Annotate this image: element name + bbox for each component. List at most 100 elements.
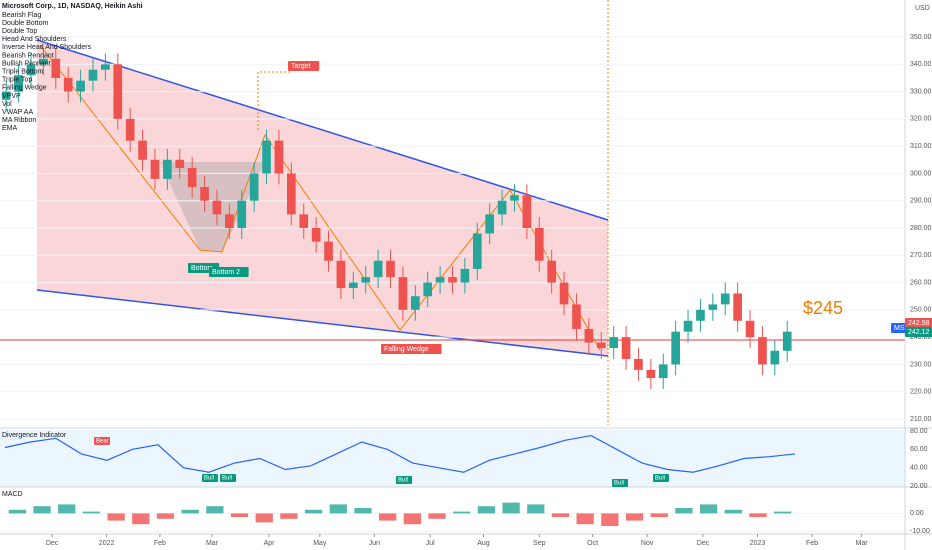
divergence-text: Bull [398, 478, 408, 484]
candle-body [708, 304, 718, 310]
legend-item: Head And Shoulders [2, 36, 67, 43]
candle-body [1, 91, 11, 100]
histogram-bar [304, 509, 323, 514]
candle-body [658, 364, 668, 379]
histogram-bar [82, 511, 101, 514]
histogram-bar [724, 509, 742, 514]
candle-body [683, 320, 693, 332]
candle-body [497, 200, 507, 215]
histogram-bar [403, 513, 421, 525]
panel-title: Divergence Indicator [2, 432, 67, 439]
y-tick-label: 270.00 [910, 252, 932, 259]
y-tick-label: 60.00 [910, 446, 928, 453]
price-tag [905, 327, 932, 337]
candle-body [634, 358, 643, 370]
y-tick-label: 220.00 [910, 389, 932, 396]
candle-body [559, 282, 569, 305]
histogram-bar [601, 513, 619, 526]
candle-body [596, 342, 606, 349]
histogram-bar [527, 504, 545, 514]
y-tick-label: 240.00 [910, 334, 932, 341]
y-tick-label: -10.00 [910, 528, 930, 535]
legend-item: VWAP AA [2, 109, 33, 116]
candle-body [14, 75, 23, 92]
histogram-bar [675, 508, 693, 514]
y-tick-label: 80.00 [910, 428, 928, 435]
candle-body [646, 369, 656, 379]
legend-item: EMA [2, 125, 18, 132]
y-tick-label: 290.00 [910, 198, 932, 205]
candle-body [460, 268, 470, 283]
candle-body [324, 241, 333, 261]
x-tick-label: Feb [154, 540, 166, 547]
legend-item: Double Bottom [2, 20, 48, 27]
wedge-upper [36, 39, 609, 221]
candle-body [26, 64, 36, 76]
zigzag [39, 44, 601, 351]
price-tag [905, 318, 932, 328]
histogram-bar [625, 513, 644, 521]
annotation-box [288, 61, 320, 71]
annotation-box [381, 344, 442, 354]
x-tick-label: May [313, 540, 327, 547]
histogram-bar [502, 502, 520, 514]
candle-body [125, 118, 135, 141]
symbol-tag-text: MSFT [894, 325, 914, 332]
divergence-text: Bull [222, 476, 232, 482]
histogram-bar [428, 513, 446, 519]
histogram-bar [699, 504, 718, 514]
target-leader [257, 71, 290, 130]
histogram-bar [132, 513, 150, 525]
legend-item: Bearish Flag [2, 12, 41, 19]
candle-body [88, 69, 98, 81]
panel-title: MACD [2, 491, 23, 498]
histogram-bar [576, 513, 594, 525]
histogram-bar [477, 506, 496, 514]
histogram-bar [551, 513, 570, 517]
histogram-bar [280, 513, 298, 519]
divergence-text: Bull [614, 481, 624, 487]
candle-body [76, 80, 85, 92]
x-tick-label: Aug [477, 540, 490, 547]
y-tick-label: 230.00 [910, 361, 932, 368]
legend-item: Falling Wedge [2, 85, 47, 92]
candle-body [435, 277, 445, 283]
divergence-tag [202, 474, 218, 482]
x-tick-label: Apr [264, 540, 276, 547]
candle-body [584, 328, 594, 343]
candle-body [150, 159, 160, 179]
legend-item: Bearish Pennant [2, 52, 54, 59]
legend-item: VPVP [2, 93, 21, 100]
candle-body [101, 64, 110, 70]
candle-body [621, 337, 631, 359]
y-tick-label: 280.00 [910, 225, 932, 232]
divergence-tag [94, 437, 110, 445]
candle-body [212, 200, 222, 215]
annotation-box-text: Bottom 2 [212, 269, 240, 276]
candle-body [113, 64, 123, 119]
y-tick-label: 0.00 [910, 510, 924, 517]
divergence-text: Bull [204, 476, 214, 482]
histogram-bar [329, 504, 347, 514]
annotation-box-text: Bottom [191, 265, 213, 272]
x-tick-label: Jun [369, 540, 380, 547]
x-tick-label: Dec [697, 540, 710, 547]
candle-body [572, 304, 581, 329]
legend-item: Inverse Head And Shoulders [2, 44, 92, 51]
divergence-tag [612, 479, 628, 487]
divergence-text: Bull [655, 476, 665, 482]
x-tick-label: Nov [641, 540, 654, 547]
histogram-bar [749, 513, 767, 517]
indicator-line [4, 434, 796, 473]
candle-body [237, 200, 247, 228]
candle-body [472, 233, 482, 269]
x-tick-label: 2022 [99, 540, 115, 547]
wedge-lower [36, 289, 609, 357]
candle-body [534, 228, 544, 261]
divergence-tag [220, 474, 236, 482]
histogram-bar [8, 509, 26, 514]
candle-body [51, 58, 61, 78]
candle-body [373, 260, 383, 278]
